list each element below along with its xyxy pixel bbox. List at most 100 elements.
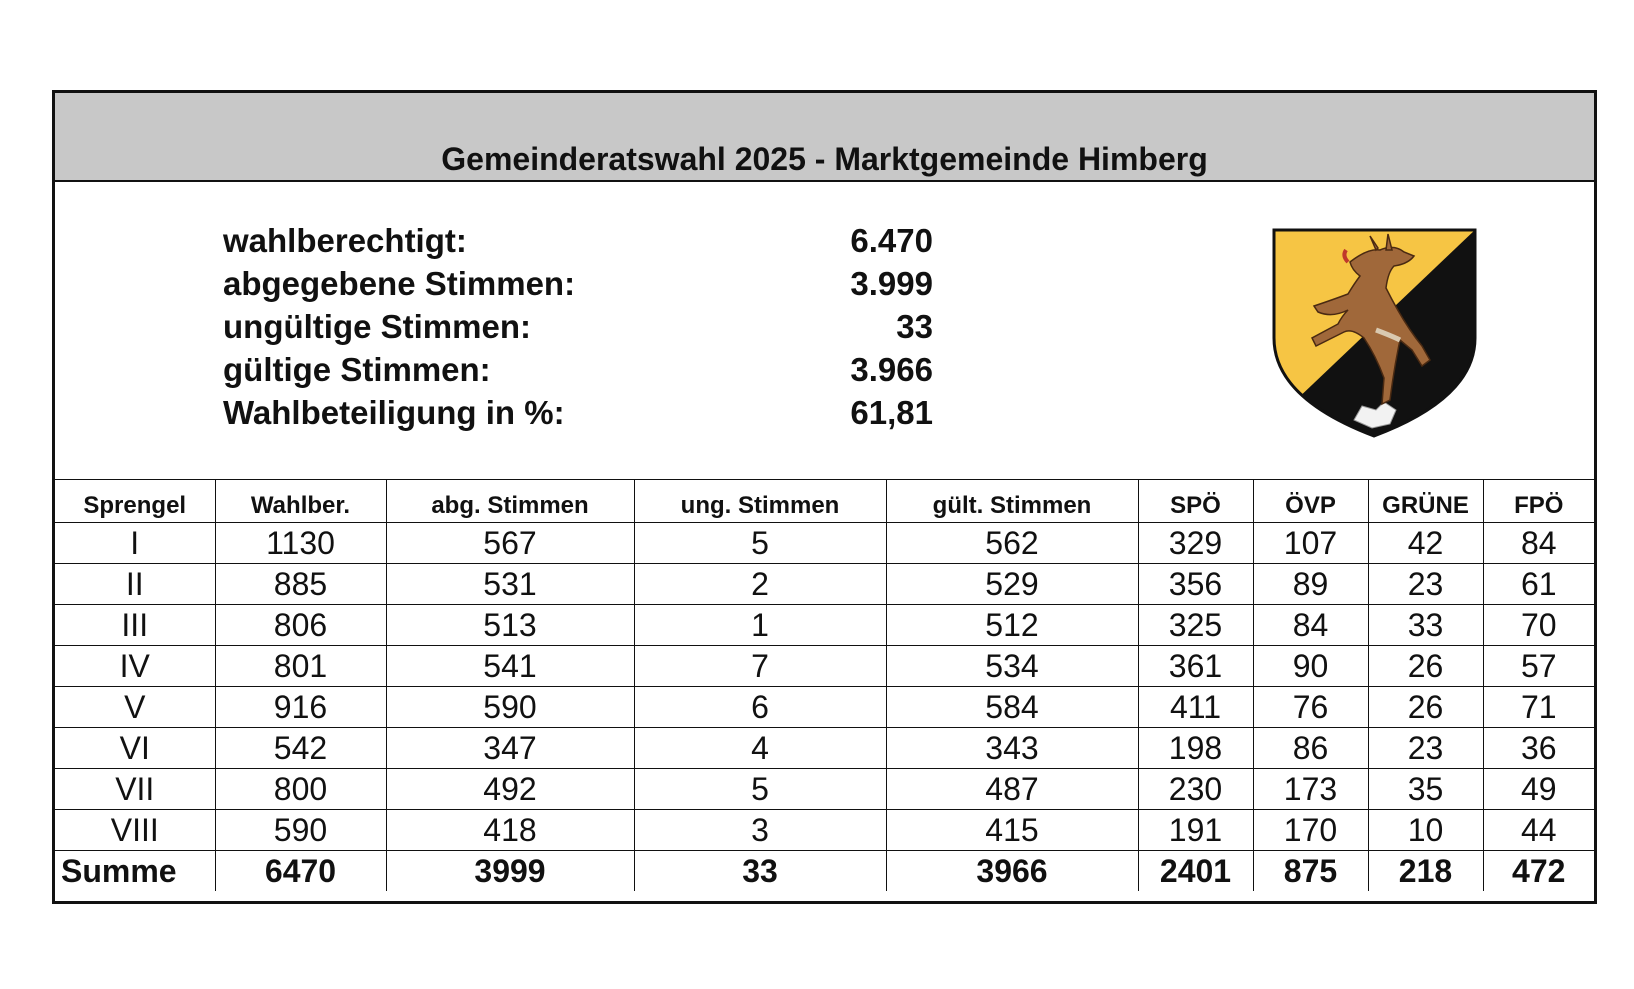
table-cell: 57 [1482, 645, 1594, 687]
table-cell: 23 [1367, 563, 1484, 605]
table-cell: 4 [633, 727, 887, 769]
table-cell: VIII [55, 809, 216, 851]
summary-row-turnout: Wahlbeteiligung in %: 61,81 [223, 394, 933, 438]
summary-value: 6.470 [850, 222, 933, 259]
table-row: V 916 590 6 584 411 76 26 71 [55, 686, 1594, 728]
header-spoe: SPÖ [1137, 479, 1254, 523]
table-cell: Summe [55, 850, 216, 891]
table-cell: 191 [1137, 809, 1254, 851]
table-row: I 1130 567 5 562 329 107 42 84 [55, 522, 1594, 564]
table-cell: VII [55, 768, 216, 810]
table-row: VIII 590 418 3 415 191 170 10 44 [55, 809, 1594, 851]
table-cell: 916 [214, 686, 387, 728]
table-cell: II [55, 563, 216, 605]
table-cell: 875 [1252, 850, 1369, 891]
table-cell: 542 [214, 727, 387, 769]
table-header-row: Sprengel Wahlber. abg. Stimmen ung. Stim… [55, 479, 1594, 523]
summary-value: 3.999 [850, 265, 933, 302]
table-row: IV 801 541 7 534 361 90 26 57 [55, 645, 1594, 687]
table-cell: 89 [1252, 563, 1369, 605]
table-cell: 10 [1367, 809, 1484, 851]
table-cell: 584 [885, 686, 1139, 728]
table-cell: 6470 [214, 850, 387, 891]
table-cell: 356 [1137, 563, 1254, 605]
table-cell: 329 [1137, 522, 1254, 564]
page-title: Gemeinderatswahl 2025 - Marktgemeinde Hi… [441, 141, 1208, 177]
table-cell: 2401 [1137, 850, 1254, 891]
table-cell: 1130 [214, 522, 387, 564]
table-cell: V [55, 686, 216, 728]
table-cell: 5 [633, 768, 887, 810]
table-cell: 170 [1252, 809, 1369, 851]
results-table: Sprengel Wahlber. abg. Stimmen ung. Stim… [55, 479, 1594, 891]
title-bar: Gemeinderatswahl 2025 - Marktgemeinde Hi… [55, 93, 1594, 182]
table-cell: 3966 [885, 850, 1139, 891]
table-cell: 1 [633, 604, 887, 646]
table-cell: 76 [1252, 686, 1369, 728]
header-ung-stimmen: ung. Stimmen [633, 479, 887, 523]
table-cell: 415 [885, 809, 1139, 851]
table-cell: 61 [1482, 563, 1594, 605]
table-cell: 418 [385, 809, 635, 851]
table-cell: 33 [633, 850, 887, 891]
summary-section: wahlberechtigt: 6.470 abgegebene Stimmen… [55, 182, 1594, 479]
summary-label: gültige Stimmen: [223, 351, 491, 388]
table-cell: 44 [1482, 809, 1594, 851]
table-cell: 5 [633, 522, 887, 564]
table-cell: 86 [1252, 727, 1369, 769]
summary-label: abgegebene Stimmen: [223, 265, 576, 302]
table-cell: 3 [633, 809, 887, 851]
header-fpoe: FPÖ [1482, 479, 1594, 523]
table-cell: 513 [385, 604, 635, 646]
header-wahlber: Wahlber. [214, 479, 387, 523]
table-cell: 472 [1482, 850, 1594, 891]
table-cell: 541 [385, 645, 635, 687]
table-cell: 885 [214, 563, 387, 605]
table-cell: 806 [214, 604, 387, 646]
summary-value: 3.966 [850, 351, 933, 388]
table-cell: 90 [1252, 645, 1369, 687]
table-cell: 590 [214, 809, 387, 851]
table-total-row: Summe 6470 3999 33 3966 2401 875 218 472 [55, 850, 1594, 891]
table-cell: 343 [885, 727, 1139, 769]
table-cell: 492 [385, 768, 635, 810]
table-cell: 531 [385, 563, 635, 605]
summary-row-valid: gültige Stimmen: 3.966 [223, 351, 933, 395]
table-cell: 801 [214, 645, 387, 687]
table-cell: I [55, 522, 216, 564]
table-cell: 198 [1137, 727, 1254, 769]
table-cell: 3999 [385, 850, 635, 891]
header-gruene: GRÜNE [1367, 479, 1484, 523]
table-cell: 107 [1252, 522, 1369, 564]
table-cell: 71 [1482, 686, 1594, 728]
summary-label: ungültige Stimmen: [223, 308, 531, 345]
header-sprengel: Sprengel [55, 479, 216, 523]
table-cell: 33 [1367, 604, 1484, 646]
table-cell: 84 [1252, 604, 1369, 646]
election-results-sheet: Gemeinderatswahl 2025 - Marktgemeinde Hi… [52, 90, 1597, 904]
table-row: VII 800 492 5 487 230 173 35 49 [55, 768, 1594, 810]
table-cell: 6 [633, 686, 887, 728]
summary-label: Wahlbeteiligung in %: [223, 394, 565, 431]
table-cell: 325 [1137, 604, 1254, 646]
table-cell: 512 [885, 604, 1139, 646]
summary-value: 33 [896, 308, 933, 345]
header-oevp: ÖVP [1252, 479, 1369, 523]
table-cell: 218 [1367, 850, 1484, 891]
table-cell: 361 [1137, 645, 1254, 687]
table-cell: 562 [885, 522, 1139, 564]
table-cell: 35 [1367, 768, 1484, 810]
table-cell: 23 [1367, 727, 1484, 769]
table-cell: 36 [1482, 727, 1594, 769]
table-cell: 534 [885, 645, 1139, 687]
table-cell: 529 [885, 563, 1139, 605]
himberg-coat-of-arms-icon [1272, 228, 1477, 438]
summary-label: wahlberechtigt: [223, 222, 467, 259]
table-row: VI 542 347 4 343 198 86 23 36 [55, 727, 1594, 769]
header-abg-stimmen: abg. Stimmen [385, 479, 635, 523]
table-cell: III [55, 604, 216, 646]
header-guelt-stimmen: gült. Stimmen [885, 479, 1139, 523]
table-cell: 2 [633, 563, 887, 605]
table-cell: 411 [1137, 686, 1254, 728]
table-cell: VI [55, 727, 216, 769]
